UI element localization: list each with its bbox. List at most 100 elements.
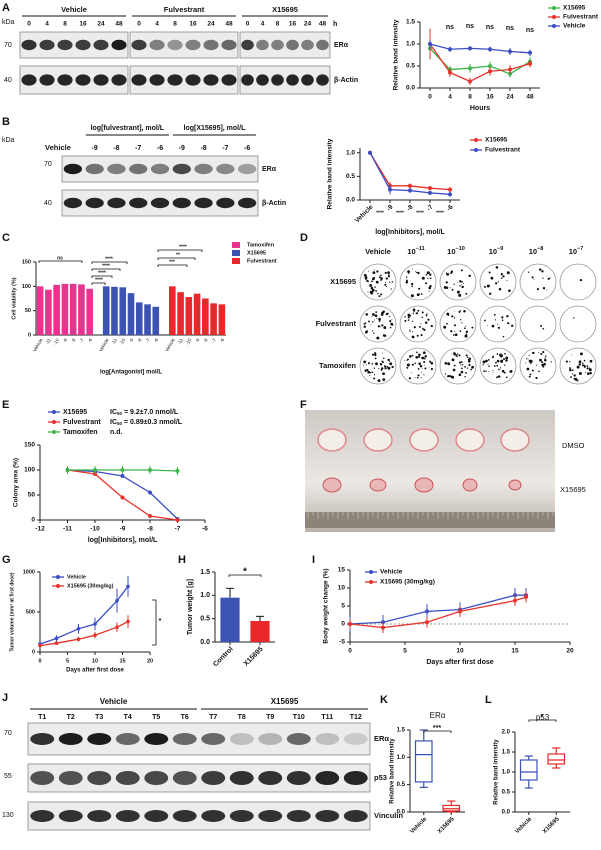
protein-label: ERα — [334, 42, 349, 49]
x-tick-label: 5 — [66, 658, 69, 664]
legend-dot — [52, 410, 56, 414]
colony — [468, 360, 471, 363]
ruler — [305, 512, 555, 528]
colony — [574, 377, 578, 381]
colony — [460, 284, 462, 286]
colony — [453, 317, 456, 319]
blot-band — [315, 771, 340, 785]
protein-label: ERα — [374, 734, 389, 743]
colony — [589, 359, 593, 363]
colony — [415, 312, 419, 315]
blot-band — [343, 733, 368, 745]
annotation: **** — [436, 210, 444, 216]
y-tick-label: 0.5 — [200, 616, 210, 623]
colony — [542, 287, 546, 290]
lane-label: T4 — [124, 714, 132, 721]
y-tick-label: 0 — [341, 621, 345, 628]
legend-dot — [56, 575, 60, 579]
x-tick-label: 8 — [468, 94, 472, 101]
colony — [458, 310, 461, 313]
x-tick-label: -6 — [202, 526, 208, 533]
colony — [456, 290, 460, 294]
colony — [487, 363, 489, 365]
colony — [381, 367, 384, 370]
y-tick-label: 1.0 — [200, 592, 210, 599]
colony — [368, 270, 370, 272]
lane-label: 0 — [137, 21, 141, 28]
y-tick-label: 0.5 — [346, 173, 355, 180]
colony — [377, 292, 379, 295]
data-point — [468, 66, 472, 71]
lane-label: T8 — [238, 714, 246, 721]
colony — [367, 362, 370, 365]
x-axis-label: log[Antagonist] mol/L — [100, 370, 162, 376]
x-tick-label: 15 — [119, 658, 125, 664]
blot-band — [271, 74, 284, 86]
data-point — [528, 50, 532, 55]
colony — [415, 271, 418, 274]
colony — [458, 373, 462, 377]
colony — [421, 311, 424, 314]
colony — [409, 330, 411, 332]
blot-band — [185, 74, 201, 86]
colony — [572, 373, 574, 375]
bracket — [38, 260, 83, 263]
colony — [424, 355, 427, 358]
colony — [377, 379, 381, 383]
y-axis-label: Cell viability (%) — [11, 277, 17, 319]
colony — [364, 276, 368, 279]
colony — [460, 269, 463, 272]
y-axis-label: Body weight change (%) — [323, 568, 330, 643]
colony — [549, 277, 551, 279]
column-label: Vehicle — [365, 247, 391, 256]
x-tick-label: Vehicle — [514, 816, 533, 835]
colony — [453, 334, 455, 336]
colony — [424, 321, 428, 325]
colony — [413, 311, 415, 313]
colony — [426, 313, 428, 315]
colony — [465, 372, 467, 374]
data-point — [448, 187, 452, 192]
colony — [496, 364, 499, 367]
colony — [489, 292, 492, 295]
blot-band — [201, 810, 226, 822]
legend-dot — [56, 584, 60, 588]
colony — [424, 358, 426, 360]
colony — [528, 354, 530, 357]
x-tick-label: -6 — [153, 337, 160, 343]
y-tick-label: 50 — [25, 308, 31, 314]
colony — [535, 376, 538, 380]
colony — [412, 313, 414, 315]
y-tick-label: 1000 — [23, 569, 35, 575]
colony — [410, 294, 414, 298]
x-tick-label: -10 — [119, 337, 127, 346]
lane-label: 24 — [207, 21, 215, 28]
blot-band — [221, 74, 237, 86]
colony — [447, 362, 451, 366]
lane-label: 16 — [79, 21, 87, 28]
data-point — [488, 69, 492, 74]
colony — [493, 365, 496, 367]
data-point — [126, 584, 130, 589]
colony — [417, 271, 420, 275]
exp-base: 10 — [407, 247, 415, 256]
colony — [404, 359, 406, 361]
data-point — [115, 625, 119, 629]
data-point — [468, 46, 472, 51]
data-point — [508, 49, 512, 54]
colony — [578, 363, 582, 366]
colony — [505, 359, 508, 362]
colony — [421, 276, 425, 280]
colony — [500, 359, 504, 363]
colony — [538, 370, 540, 373]
lane-label: 16 — [289, 21, 297, 28]
colony — [371, 362, 374, 365]
data-point — [120, 468, 125, 472]
panel-label: G — [2, 554, 11, 566]
colony — [425, 282, 428, 285]
blot-band — [229, 733, 254, 745]
colony — [377, 325, 380, 328]
plate — [559, 305, 597, 343]
colony — [583, 365, 586, 368]
blot-strip — [19, 31, 129, 59]
